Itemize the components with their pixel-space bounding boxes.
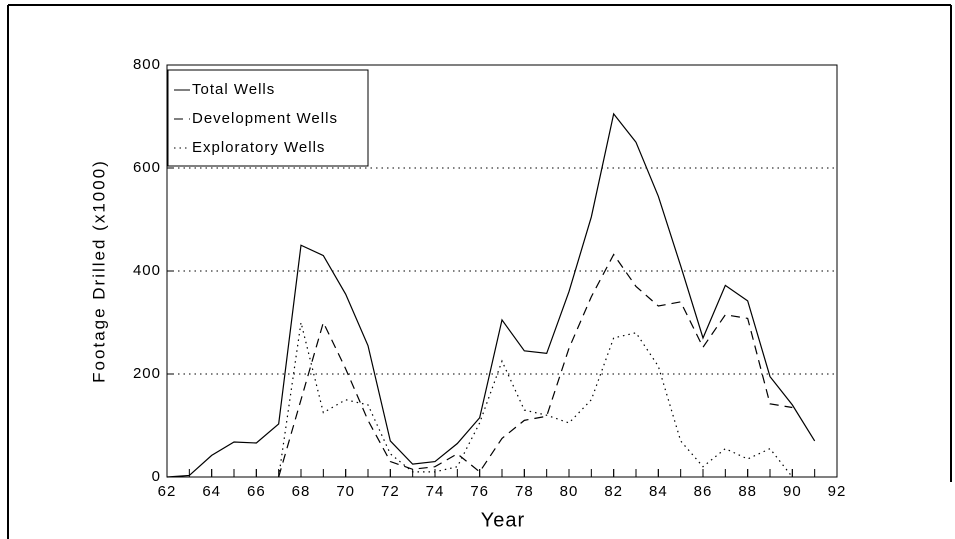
x-tick-label: 90: [783, 483, 802, 500]
x-tick-label: 64: [202, 483, 221, 500]
legend-box: [167, 69, 369, 167]
y-tick-label: 400: [133, 262, 161, 279]
y-tick-label: 0: [152, 468, 161, 485]
legend-label: Total Wells: [192, 81, 275, 98]
x-axis-label: Year: [481, 509, 525, 531]
series-line: [166, 112, 816, 478]
x-tick-label: 66: [247, 483, 266, 500]
x-tick-label: 80: [560, 483, 579, 500]
x-tick-label: 62: [158, 483, 177, 500]
series-line: [278, 322, 793, 478]
x-tick-label: 88: [738, 483, 757, 500]
legend-label: Exploratory Wells: [192, 139, 325, 156]
y-tick-label: 800: [133, 56, 161, 73]
x-tick-label: 82: [604, 483, 623, 500]
y-axis-label: Footage Drilled (x1000): [89, 159, 108, 383]
legend-label: Development Wells: [192, 110, 338, 127]
x-tick-label: 92: [828, 483, 847, 500]
plot-border: [166, 64, 838, 478]
series-line: [278, 253, 793, 478]
x-tick-label: 70: [336, 483, 355, 500]
y-tick-label: 200: [133, 365, 161, 382]
y-tick-label: 600: [133, 159, 161, 176]
x-tick-label: 78: [515, 483, 534, 500]
x-tick-label: 74: [426, 483, 445, 500]
x-tick-label: 68: [292, 483, 311, 500]
x-tick-label: 72: [381, 483, 400, 500]
x-tick-label: 84: [649, 483, 668, 500]
x-tick-label: 86: [694, 483, 713, 500]
x-tick-label: 76: [470, 483, 489, 500]
